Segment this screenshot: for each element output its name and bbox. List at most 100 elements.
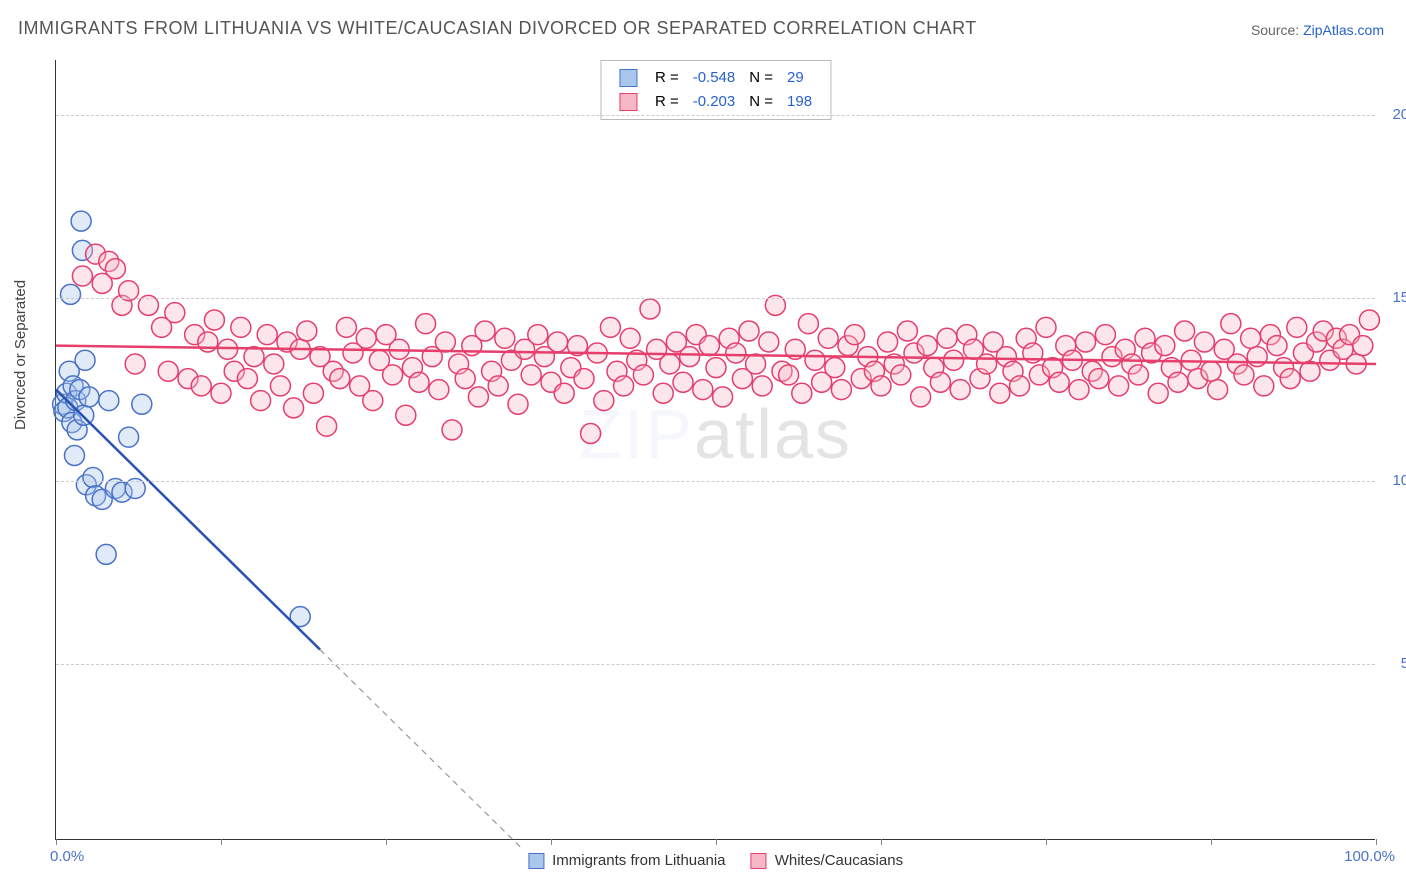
data-point [396,405,416,425]
data-point [99,391,119,411]
data-point [930,372,950,392]
data-point [61,284,81,304]
data-point [303,383,323,403]
data-point [917,336,937,356]
data-point [1168,372,1188,392]
data-point [528,325,548,345]
data-point [990,383,1010,403]
data-point [1280,369,1300,389]
y-tick-label: 20.0% [1392,106,1406,123]
data-point [125,354,145,374]
data-point [119,427,139,447]
chart-svg [56,60,1375,839]
data-point [805,350,825,370]
data-point [825,358,845,378]
data-point [1109,376,1129,396]
data-point [1095,325,1115,345]
data-point [1010,376,1030,396]
gridline [56,481,1375,482]
data-point [660,354,680,374]
data-point [1069,380,1089,400]
data-point [845,325,865,345]
data-point [554,383,574,403]
data-point [165,303,185,323]
data-point [653,383,673,403]
data-point [1175,321,1195,341]
data-point [1359,310,1379,330]
data-point [204,310,224,330]
gridline [56,115,1375,116]
series-label-blue: Immigrants from Lithuania [552,852,725,869]
x-tick [56,839,57,845]
x-tick [1211,839,1212,845]
data-point [264,354,284,374]
data-point [475,321,495,341]
data-point [508,394,528,414]
data-point [191,376,211,396]
data-point [442,420,462,440]
data-point [383,365,403,385]
data-point [211,383,231,403]
data-point [455,369,475,389]
data-point [409,372,429,392]
data-point [356,328,376,348]
data-point [594,391,614,411]
data-point [1241,328,1261,348]
data-point [317,416,337,436]
data-point [75,350,95,370]
data-point [871,376,891,396]
data-point [1155,336,1175,356]
data-point [231,317,251,337]
data-point [897,321,917,341]
series-label-pink: Whites/Caucasians [775,852,903,869]
data-point [944,350,964,370]
source-link[interactable]: ZipAtlas.com [1303,22,1384,38]
x-tick [221,839,222,845]
data-point [548,332,568,352]
y-tick-label: 10.0% [1392,472,1406,489]
data-point [911,387,931,407]
data-point [759,332,779,352]
x-tick-label: 0.0% [50,848,84,865]
gridline [56,298,1375,299]
x-tick [1046,839,1047,845]
data-point [1076,332,1096,352]
data-point [158,361,178,381]
x-tick-label: 100.0% [1344,848,1395,865]
data-point [72,266,92,286]
trend-line [320,650,521,848]
swatch-pink [751,853,767,869]
data-point [429,380,449,400]
source-prefix: Source: [1251,22,1303,38]
data-point [96,544,116,564]
swatch-blue [528,853,544,869]
data-point [363,391,383,411]
data-point [1089,369,1109,389]
data-point [574,369,594,389]
data-point [620,328,640,348]
x-tick [1376,839,1377,845]
y-tick-label: 5.0% [1401,655,1406,672]
data-point [64,445,84,465]
data-point [1148,383,1168,403]
data-point [831,380,851,400]
data-point [521,365,541,385]
data-point [1234,365,1254,385]
data-point [132,394,152,414]
data-point [251,391,271,411]
data-point [977,354,997,374]
data-point [1128,365,1148,385]
data-point [950,380,970,400]
data-point [1208,380,1228,400]
data-point [706,358,726,378]
data-point [336,317,356,337]
data-point [798,314,818,334]
data-point [1267,336,1287,356]
data-point [105,259,125,279]
data-point [330,369,350,389]
x-tick [716,839,717,845]
data-point [937,328,957,348]
data-point [746,354,766,374]
data-point [680,347,700,367]
data-point [488,376,508,396]
